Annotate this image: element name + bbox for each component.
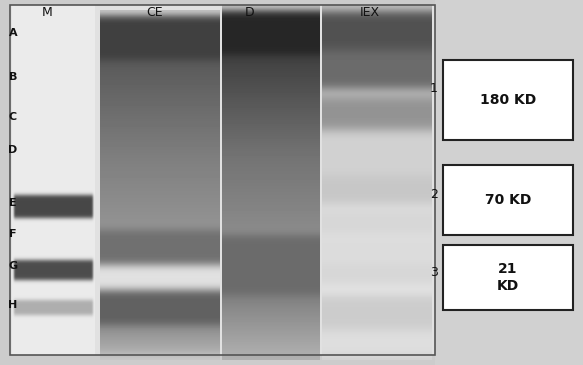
Text: G: G — [8, 261, 17, 272]
Text: 2: 2 — [430, 188, 438, 201]
Bar — [443, 165, 573, 235]
Text: C: C — [9, 112, 17, 122]
Bar — [443, 60, 573, 140]
Text: D: D — [8, 145, 17, 155]
Text: 1: 1 — [430, 81, 438, 95]
Text: B: B — [9, 72, 17, 82]
Bar — [10, 5, 435, 355]
Text: F: F — [9, 228, 16, 239]
Text: H: H — [8, 300, 17, 310]
Text: A: A — [9, 28, 17, 38]
Bar — [443, 245, 573, 310]
Text: CE: CE — [147, 5, 163, 19]
Text: 70 KD: 70 KD — [485, 193, 531, 207]
Text: 3: 3 — [430, 266, 438, 280]
Text: IEX: IEX — [360, 5, 380, 19]
Text: 21
KD: 21 KD — [497, 262, 519, 293]
Text: 180 KD: 180 KD — [480, 93, 536, 107]
Text: M: M — [41, 5, 52, 19]
Text: D: D — [245, 5, 255, 19]
Text: E: E — [9, 197, 17, 208]
